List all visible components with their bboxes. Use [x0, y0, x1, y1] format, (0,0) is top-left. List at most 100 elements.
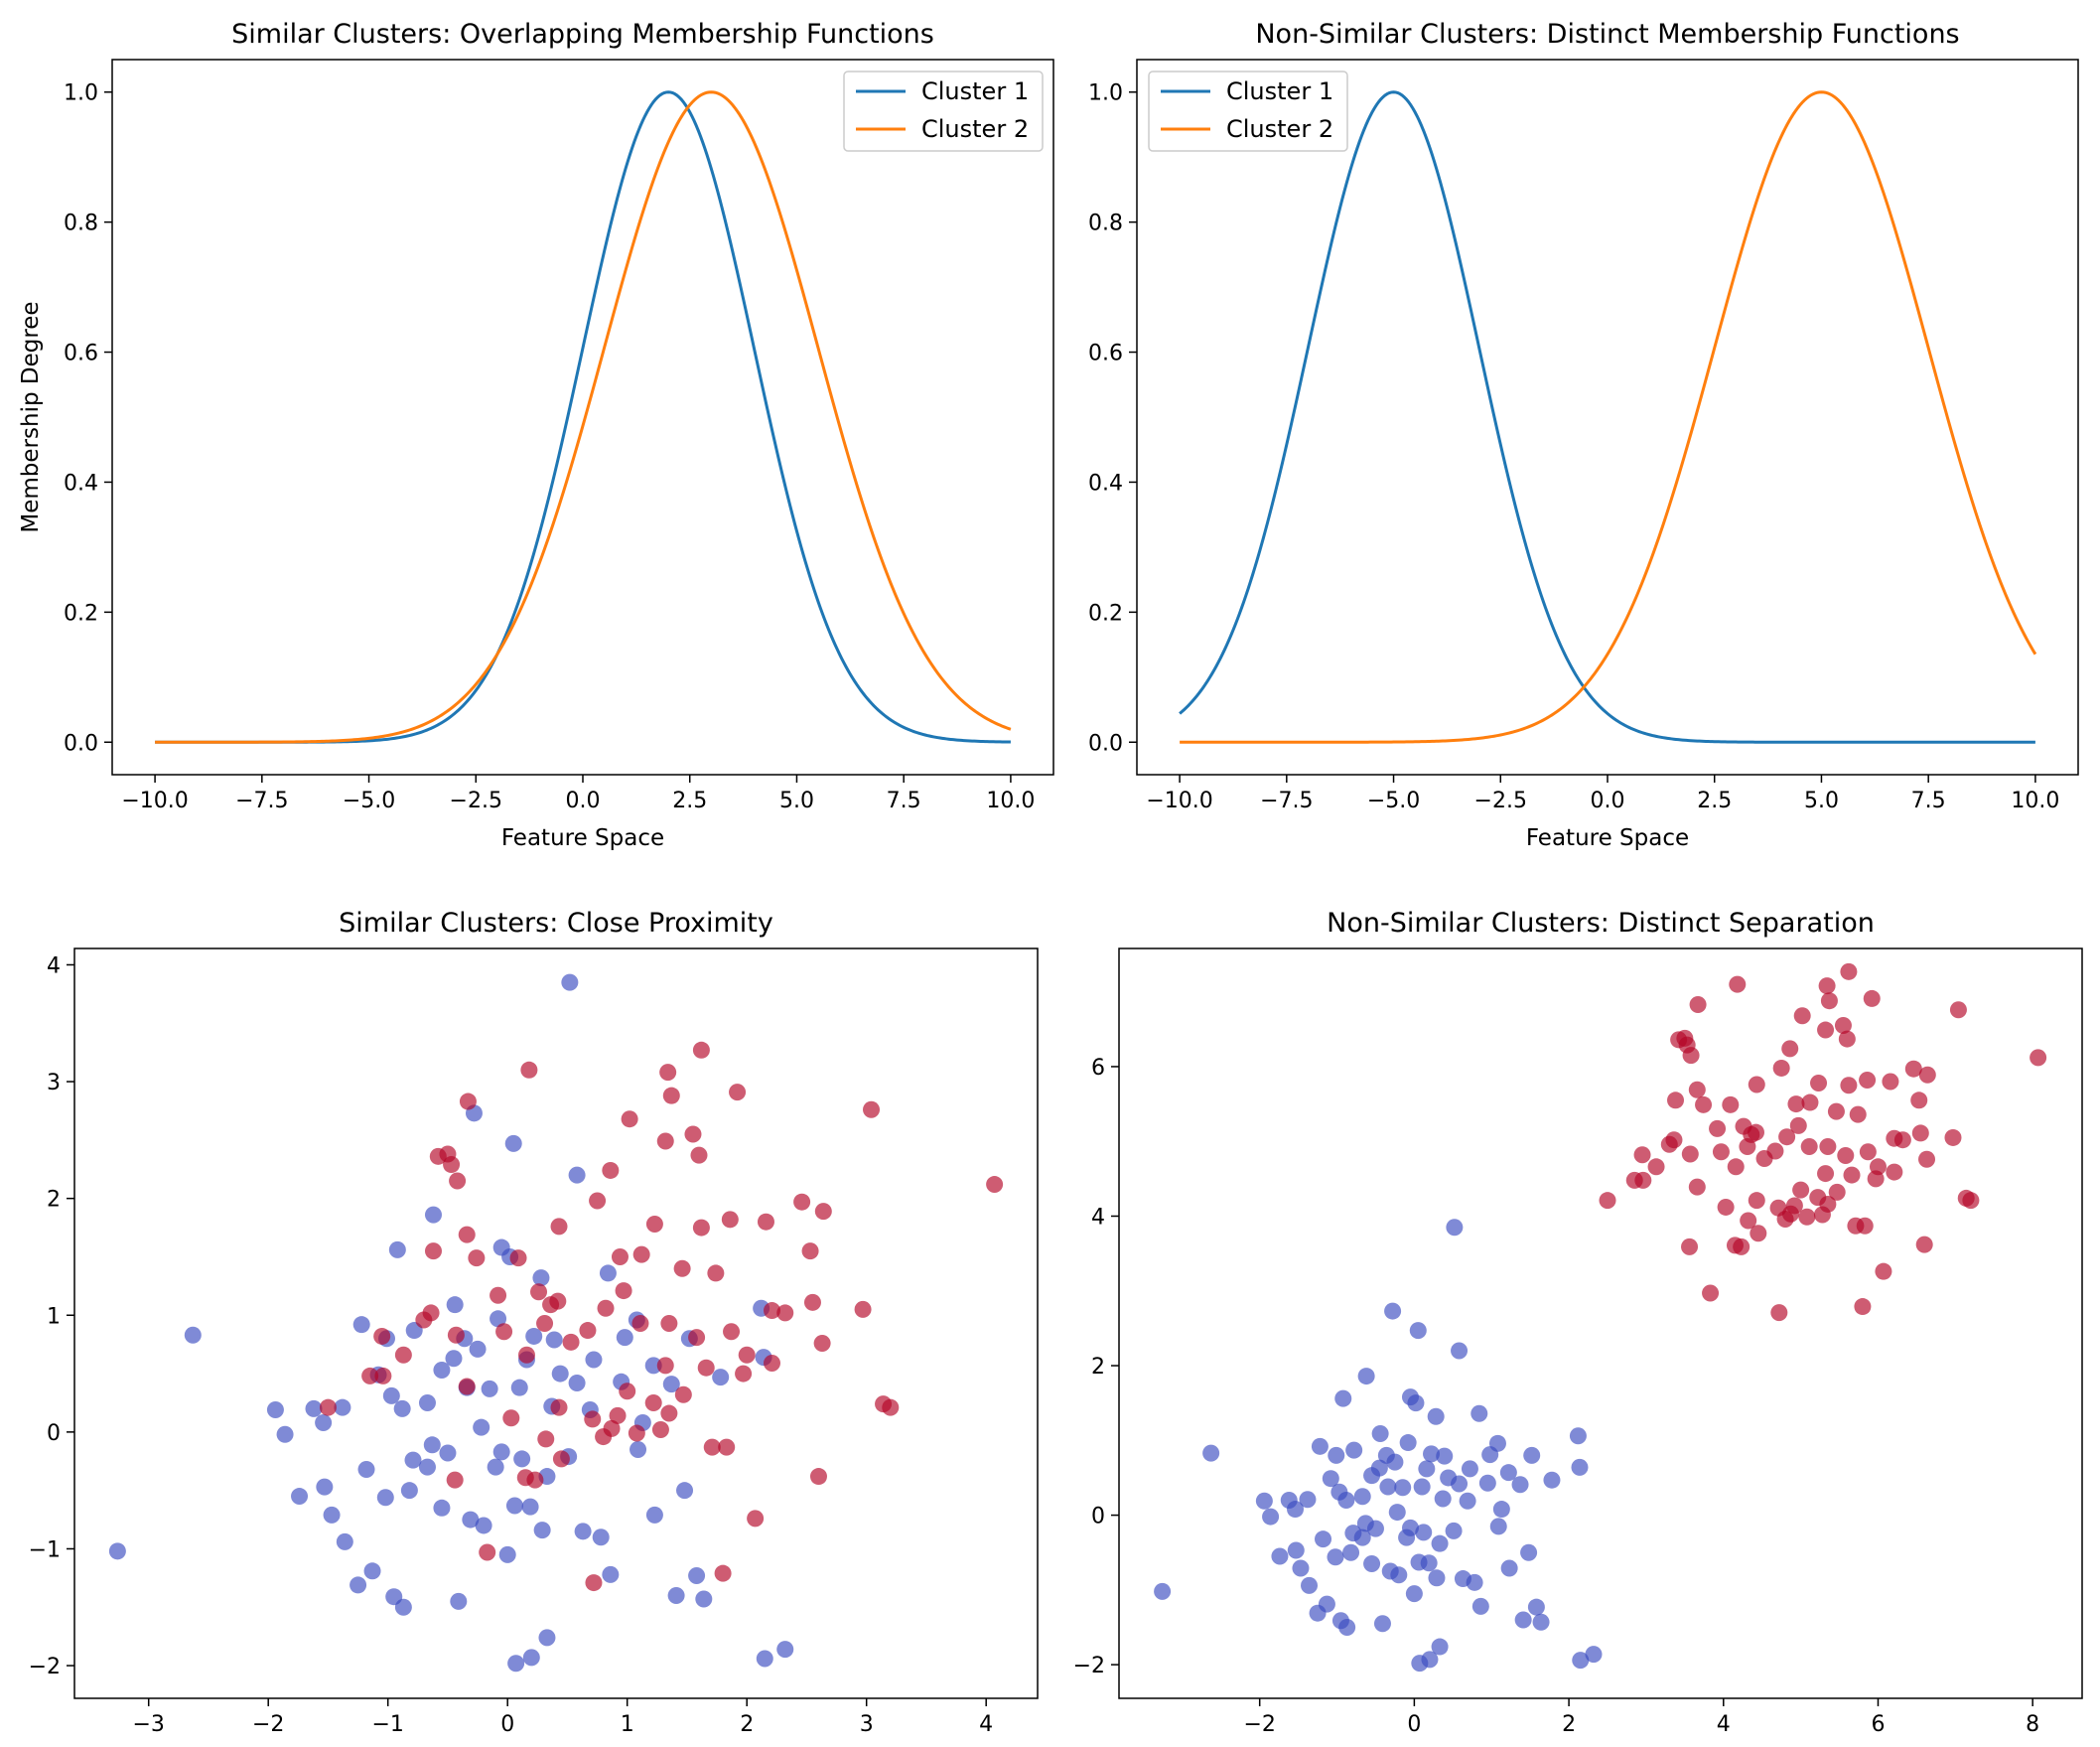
scatter-point-red-cluster	[1904, 1060, 1922, 1078]
scatter-point-blue-cluster	[1489, 1518, 1507, 1535]
scatter-point-red-cluster	[550, 1398, 568, 1416]
scatter-point-red-cluster	[1712, 1143, 1730, 1161]
scatter-point-blue-cluster	[1427, 1407, 1445, 1425]
x-tick-label: 2.5	[672, 789, 707, 813]
legend: Cluster 1 Cluster 2	[843, 71, 1044, 152]
y-tick-label: 2	[47, 1188, 61, 1213]
scatter-point-blue-cluster	[1532, 1613, 1550, 1631]
scatter-point-red-cluster	[644, 1393, 662, 1411]
scatter-point-blue-cluster	[561, 973, 579, 991]
scatter-point-blue-cluster	[1428, 1569, 1446, 1587]
scatter-point-blue-cluster	[585, 1351, 603, 1369]
scatter-point-red-cluster	[609, 1406, 627, 1424]
scatter-point-red-cluster	[1820, 992, 1838, 1010]
scatter-point-blue-cluster	[487, 1458, 504, 1476]
x-tick-label: 2	[1562, 1712, 1576, 1737]
scatter-point-blue-cluster	[662, 1376, 680, 1393]
scatter-point-red-cluster	[1798, 1208, 1816, 1226]
scatter-point-red-cluster	[703, 1438, 721, 1456]
scatter-point-red-cluster	[776, 1304, 794, 1322]
scatter-point-red-cluster	[1689, 995, 1707, 1013]
scatter-point-red-cluster	[1770, 1304, 1788, 1322]
scatter-point-blue-cluster	[1379, 1478, 1397, 1496]
scatter-point-red-cluster	[1727, 1158, 1745, 1176]
x-tick-label: 0.0	[566, 789, 601, 813]
scatter-point-red-cluster	[1748, 1076, 1765, 1093]
scatter-point-blue-cluster	[1338, 1618, 1356, 1636]
scatter-point-blue-cluster	[1446, 1219, 1464, 1237]
scatter-point-red-cluster	[447, 1326, 465, 1344]
x-tick-label: −10.0	[121, 789, 188, 813]
scatter-point-blue-cluster	[1572, 1652, 1590, 1670]
scatter-point-red-cluster	[1893, 1131, 1911, 1149]
scatter-point-red-cluster	[1859, 1143, 1877, 1161]
scatter-point-blue-cluster	[1500, 1559, 1518, 1577]
scatter-point-blue-cluster	[305, 1399, 323, 1417]
scatter-point-blue-cluster	[1585, 1646, 1603, 1664]
scatter-point-red-cluster	[579, 1322, 597, 1340]
scatter-point-blue-cluster	[574, 1523, 592, 1540]
scatter-point-red-cluster	[1800, 1137, 1818, 1155]
scatter-point-blue-cluster	[676, 1482, 694, 1500]
scatter-point-blue-cluster	[1262, 1508, 1280, 1526]
scatter-point-red-cluster	[986, 1176, 1004, 1194]
x-tick-label: 10.0	[986, 789, 1035, 813]
scatter-point-blue-cluster	[1390, 1566, 1408, 1584]
x-tick-label: 1	[621, 1712, 634, 1737]
x-tick-label: 3	[860, 1712, 874, 1737]
scatter-point-red-cluster	[502, 1409, 520, 1427]
scatter-point-red-cluster	[1740, 1212, 1757, 1230]
scatter-point-red-cluster	[479, 1543, 496, 1561]
x-tick-label: −2	[1243, 1712, 1275, 1737]
scatter-point-red-cluster	[1863, 989, 1881, 1007]
series-line-cluster-2	[1180, 90, 2037, 744]
scatter-point-blue-cluster	[108, 1542, 126, 1560]
scatter-point-blue-cluster	[505, 1497, 523, 1515]
scatter-point-blue-cluster	[538, 1629, 556, 1647]
scatter-point-red-cluster	[468, 1249, 486, 1267]
x-tick-label: −2.5	[450, 789, 502, 813]
scatter-point-blue-cluster	[1407, 1394, 1425, 1412]
scatter-point-blue-cluster	[1287, 1541, 1305, 1559]
y-tick-label: 0.6	[1088, 342, 1123, 366]
scatter-point-red-cluster	[1859, 1071, 1877, 1089]
scatter-point-red-cluster	[1682, 1047, 1700, 1065]
scatter-point-red-cluster	[1843, 1166, 1861, 1184]
scatter-point-red-cluster	[361, 1367, 379, 1384]
scatter-point-red-cluster	[1778, 1128, 1796, 1146]
scatter-point-red-cluster	[495, 1323, 513, 1341]
scatter-point-red-cluster	[1918, 1066, 1936, 1084]
plot-area	[1179, 90, 2037, 744]
scatter-point-red-cluster	[813, 1334, 831, 1352]
scatter-point-blue-cluster	[1478, 1474, 1496, 1492]
scatter-point-red-cluster	[684, 1125, 702, 1143]
scatter-point-blue-cluster	[667, 1587, 685, 1605]
scatter-point-blue-cluster	[184, 1326, 202, 1344]
x-tick-label: −7.5	[235, 789, 288, 813]
scatter-point-blue-cluster	[1569, 1427, 1587, 1445]
y-tick-label: 3	[47, 1071, 61, 1095]
scatter-point-red-cluster	[615, 1282, 632, 1300]
scatter-point-red-cluster	[443, 1156, 461, 1174]
series-line-cluster-2	[155, 90, 1012, 744]
scatter-point-red-cluster	[517, 1346, 535, 1364]
scatter-point-red-cluster	[659, 1064, 677, 1082]
scatter-point-red-cluster	[550, 1218, 568, 1236]
scatter-point-blue-cluster	[1386, 1453, 1404, 1471]
scatter-point-blue-cluster	[630, 1441, 647, 1459]
y-tick-label: 1.0	[1088, 81, 1123, 106]
scatter-point-blue-cluster	[522, 1649, 540, 1667]
scatter-point-red-cluster	[793, 1193, 811, 1211]
scatter-point-red-cluster	[530, 1283, 548, 1301]
scatter-point-blue-cluster	[599, 1264, 617, 1282]
scatter-point-red-cluster	[1818, 977, 1836, 995]
chart-title: Similar Clusters: Close Proximity	[339, 908, 773, 939]
scatter-point-blue-cluster	[1394, 1479, 1412, 1497]
scatter-point-red-cluster	[509, 1249, 527, 1267]
scatter-point-blue-cluster	[1423, 1445, 1441, 1463]
axis-ticks: −2 0 2 4 6 8 −2 0 2 4 6	[1073, 1056, 2040, 1737]
scatter-point-blue-cluster	[439, 1444, 457, 1462]
scatter-point-blue-cluster	[1520, 1543, 1538, 1561]
y-tick-label: 0.8	[1088, 212, 1123, 236]
